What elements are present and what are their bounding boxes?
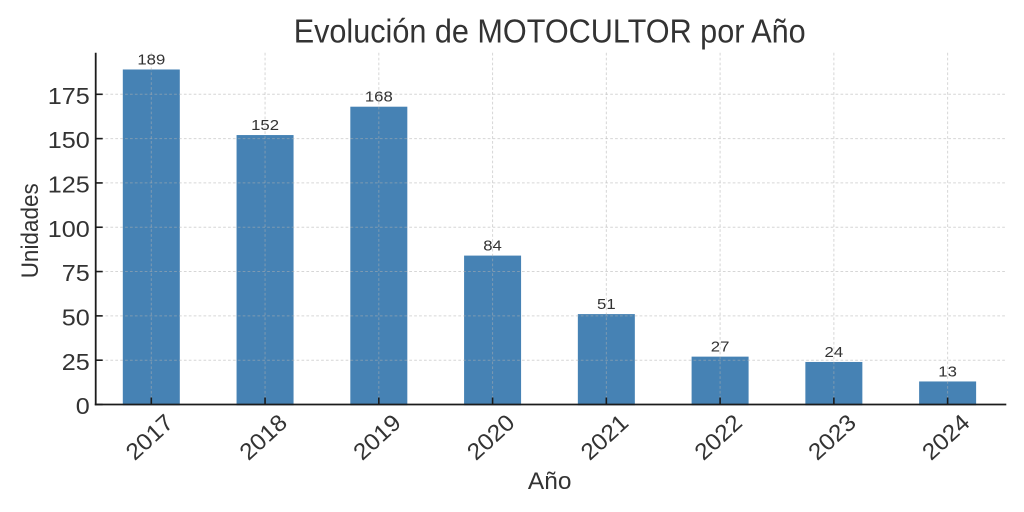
svg-text:0: 0 (76, 393, 90, 419)
svg-text:13: 13 (938, 363, 957, 380)
svg-text:175: 175 (48, 83, 90, 109)
svg-text:125: 125 (48, 172, 90, 198)
svg-text:189: 189 (137, 51, 165, 68)
svg-text:75: 75 (62, 260, 90, 286)
svg-text:50: 50 (62, 304, 90, 330)
svg-text:84: 84 (483, 238, 502, 255)
svg-text:Unidades: Unidades (17, 183, 44, 278)
svg-text:Año: Año (528, 468, 572, 495)
svg-text:152: 152 (251, 117, 279, 134)
svg-text:150: 150 (48, 127, 90, 153)
svg-text:27: 27 (711, 339, 730, 356)
svg-text:Evolución de MOTOCULTOR por Añ: Evolución de MOTOCULTOR por Año (294, 14, 806, 51)
svg-text:25: 25 (62, 349, 90, 375)
svg-text:51: 51 (597, 296, 616, 313)
svg-text:100: 100 (48, 216, 90, 242)
svg-text:168: 168 (365, 89, 393, 106)
svg-text:24: 24 (825, 344, 844, 361)
